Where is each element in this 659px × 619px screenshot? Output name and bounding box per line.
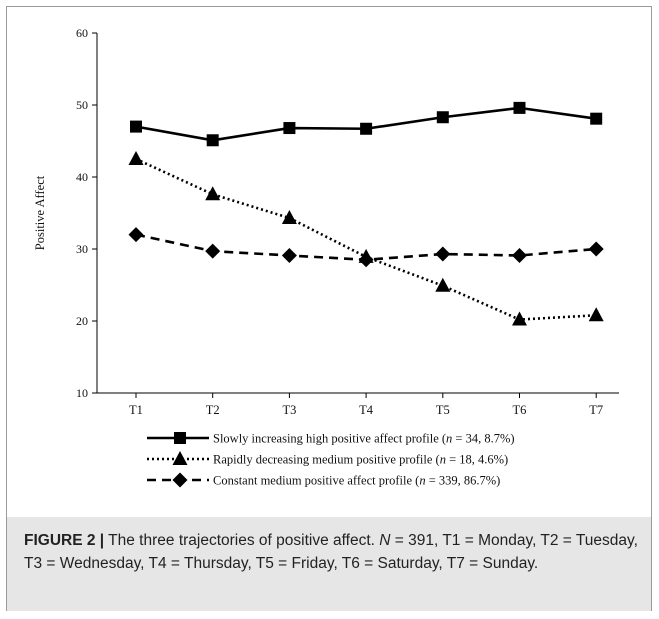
x-tick-label: T1 — [129, 403, 143, 417]
data-point-square — [360, 122, 373, 135]
line-chart: 10 20 30 40 50 60 T1 T2 T3 T4 T5 T6 T7 Positive Affec… — [33, 26, 619, 488]
y-axis-label: Positive Affect — [33, 175, 47, 250]
legend-label: Constant medium positive affect profile … — [213, 474, 500, 488]
data-point-triangle — [281, 210, 297, 225]
figure-frame: 10 20 30 40 50 60 T1 T2 T3 T4 T5 T6 T7 Positive Affec… — [6, 6, 652, 611]
y-tick-label: 30 — [76, 242, 88, 256]
figure-caption: FIGURE 2 | The three trajectories of pos… — [24, 530, 649, 575]
data-point-diamond — [128, 227, 144, 243]
legend-label: Slowly increasing high positive affect p… — [213, 432, 515, 446]
data-point-diamond — [512, 247, 527, 263]
legend-marker-square — [174, 432, 186, 444]
y-tick-label: 40 — [76, 170, 88, 184]
data-point-diamond — [358, 252, 374, 268]
data-point-diamond — [281, 247, 297, 263]
x-tick-label: T6 — [513, 403, 527, 417]
y-tick-label: 10 — [76, 386, 88, 400]
caption-box — [7, 517, 651, 611]
data-point-square — [206, 134, 219, 147]
x-tick-label: T2 — [206, 403, 220, 417]
y-tick-label: 60 — [76, 26, 88, 40]
data-point-triangle — [128, 151, 144, 165]
data-point-square — [513, 101, 526, 114]
caption-n-symbol: N — [379, 532, 391, 549]
caption-text-2: = 391, T1 = Monday, T2 = Tuesday, T3 = W… — [24, 532, 638, 572]
y-tick-label: 50 — [76, 98, 88, 112]
data-point-triangle — [512, 311, 527, 326]
data-point-square — [590, 112, 603, 125]
data-point-square — [436, 111, 449, 124]
y-tick-label: 20 — [76, 314, 88, 328]
legend-label: Rapidly decreasing medium positive profi… — [213, 453, 508, 467]
data-point-square — [130, 120, 142, 133]
data-point-triangle — [435, 277, 451, 292]
legend-marker-triangle — [172, 451, 188, 465]
data-point-square — [283, 122, 296, 135]
data-point-triangle — [205, 186, 221, 201]
x-tick-label: T4 — [359, 403, 374, 417]
x-tick-label: T5 — [436, 403, 450, 417]
caption-text-1: The three trajectories of positive affec… — [104, 532, 380, 549]
x-tick-label: T3 — [282, 403, 296, 417]
x-tick-label: T7 — [589, 403, 603, 417]
data-point-triangle — [588, 307, 604, 322]
data-point-diamond — [435, 246, 451, 262]
legend-marker-diamond — [172, 472, 188, 488]
series-line-triangle — [135, 157, 597, 321]
data-point-diamond — [205, 243, 221, 259]
data-point-diamond — [588, 241, 604, 257]
caption-label: FIGURE 2 | — [24, 532, 105, 549]
